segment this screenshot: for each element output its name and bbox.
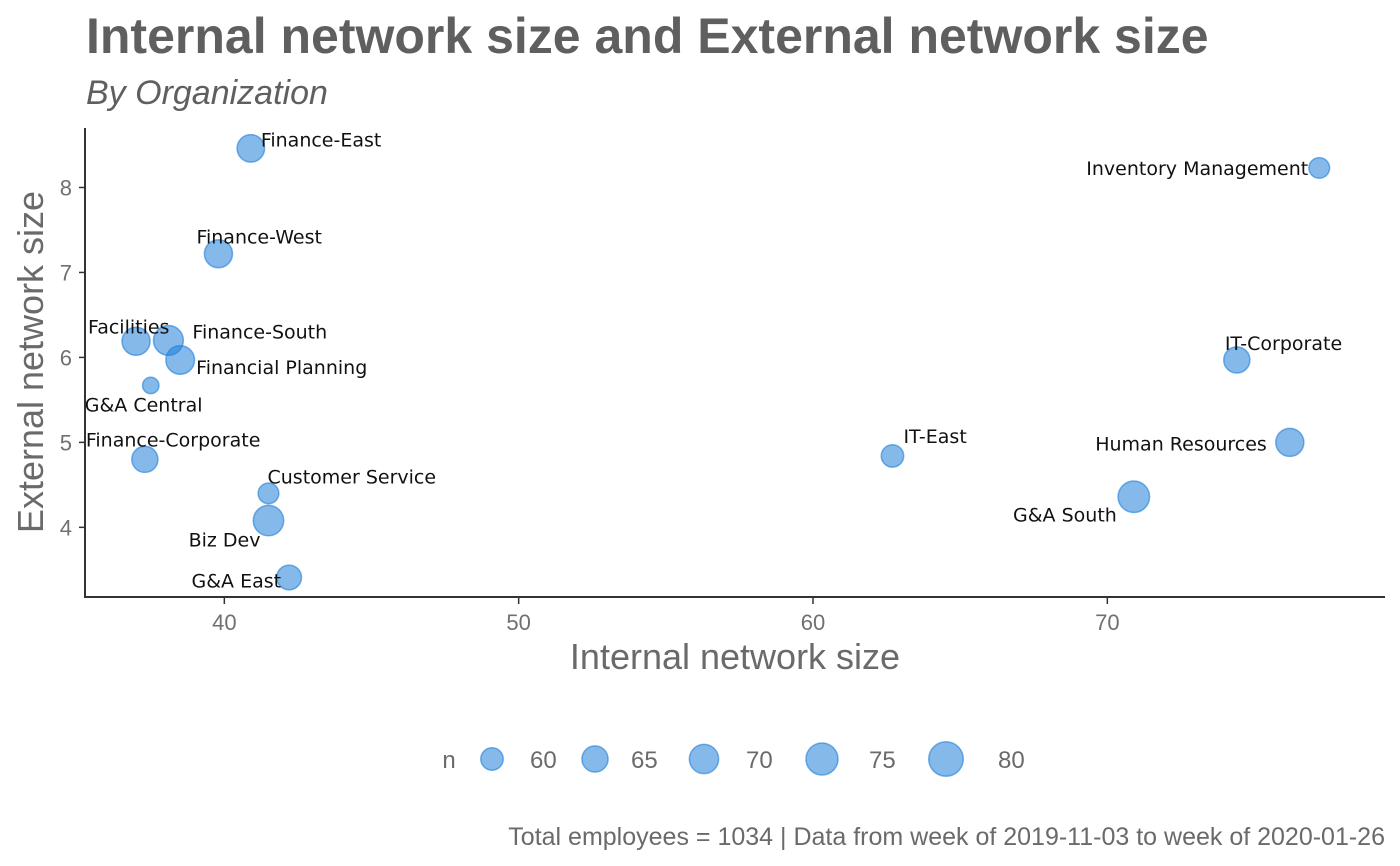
bubble-it-corporate bbox=[1223, 346, 1251, 374]
legend-label-80: 80 bbox=[998, 747, 1025, 774]
label-facilities: Facilities bbox=[88, 316, 169, 338]
label-biz-dev: Biz Dev bbox=[189, 530, 261, 552]
bubble-human-resources bbox=[1275, 427, 1305, 458]
label-customer-service: Customer Service bbox=[267, 466, 436, 488]
legend-label-70: 70 bbox=[746, 747, 773, 774]
bubble-finance-east bbox=[236, 133, 266, 163]
label-it-east: IT-East bbox=[903, 426, 966, 448]
bubble-biz-dev bbox=[252, 504, 285, 537]
label-it-corporate: IT-Corporate bbox=[1225, 333, 1342, 355]
bubble-inventory-management bbox=[1308, 156, 1331, 180]
label-human-resources: Human Resources bbox=[1095, 433, 1267, 455]
legend-bubble-65 bbox=[581, 745, 609, 773]
legend-items: 60 65 70 75 80 bbox=[480, 741, 1025, 777]
bubble-ganda-east bbox=[275, 564, 303, 591]
legend-bubble-80 bbox=[928, 741, 964, 777]
y-tick-label-6: 6 bbox=[60, 345, 72, 370]
label-ganda-south: G&A South bbox=[1013, 505, 1117, 527]
legend-bubble-75 bbox=[805, 742, 839, 776]
label-inventory-management: Inventory Management bbox=[1086, 158, 1308, 180]
bubble-financial-planning bbox=[165, 344, 196, 376]
x-tick-label-70: 70 bbox=[1095, 610, 1119, 635]
y-axis-ticks: 4 5 6 7 8 bbox=[60, 175, 85, 540]
bubble-customer-service bbox=[257, 482, 280, 505]
bubble-ganda-central bbox=[141, 376, 160, 395]
bubble-ganda-south bbox=[1117, 480, 1151, 514]
chart-caption: Total employees = 1034 | Data from week … bbox=[508, 823, 1385, 851]
x-tick-label-50: 50 bbox=[506, 610, 530, 635]
legend-title: n bbox=[442, 747, 455, 774]
size-legend: n 60 65 70 75 80 bbox=[442, 741, 1025, 777]
point-labels-layer: Finance-East Inventory Management Finance-… bbox=[85, 129, 1342, 592]
legend-label-60: 60 bbox=[530, 747, 557, 774]
x-axis-title: Internal network size bbox=[570, 636, 900, 677]
points-layer bbox=[121, 133, 1331, 591]
y-tick-label-7: 7 bbox=[60, 260, 72, 285]
x-tick-label-40: 40 bbox=[212, 610, 236, 635]
label-ganda-east: G&A East bbox=[192, 570, 282, 592]
bubble-finance-corporate bbox=[131, 445, 159, 474]
bubble-facilities bbox=[121, 326, 151, 357]
y-axis-title: External network size bbox=[10, 191, 51, 533]
label-finance-corporate: Finance-Corporate bbox=[86, 429, 261, 451]
y-tick-label-5: 5 bbox=[60, 430, 72, 455]
bubble-it-east bbox=[880, 443, 905, 468]
label-ganda-central: G&A Central bbox=[85, 394, 203, 416]
legend-bubble-70 bbox=[688, 743, 720, 775]
x-axis-ticks: 40 50 60 70 bbox=[212, 598, 1120, 635]
chart-subtitle: By Organization bbox=[86, 74, 328, 112]
label-finance-south: Finance-South bbox=[192, 321, 327, 343]
legend-label-65: 65 bbox=[631, 747, 658, 774]
label-finance-east: Finance-East bbox=[261, 129, 382, 151]
x-tick-label-60: 60 bbox=[801, 610, 825, 635]
legend-label-75: 75 bbox=[869, 747, 896, 774]
bubble-finance-west bbox=[203, 238, 234, 269]
y-tick-label-4: 4 bbox=[60, 515, 72, 540]
legend-bubble-60 bbox=[480, 747, 504, 771]
chart-title: Internal network size and External netwo… bbox=[86, 8, 1209, 64]
label-financial-planning: Financial Planning bbox=[196, 357, 367, 379]
y-tick-label-8: 8 bbox=[60, 175, 72, 200]
label-finance-west: Finance-West bbox=[196, 227, 322, 249]
